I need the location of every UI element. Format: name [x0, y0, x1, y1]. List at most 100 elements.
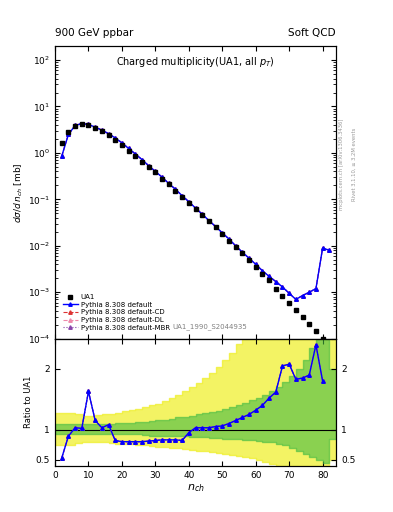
Line: Pythia 8.308 default-MBR: Pythia 8.308 default-MBR [60, 122, 331, 301]
UA1 [320, 336, 325, 342]
Pythia 8.308 default-MBR [173, 186, 178, 193]
Pythia 8.308 default-CD [314, 286, 318, 292]
Pythia 8.308 default-MBR [320, 245, 325, 251]
Pythia 8.308 default-MBR [73, 122, 77, 129]
UA1 [126, 148, 131, 154]
Pythia 8.308 default-CD [280, 284, 285, 290]
Pythia 8.308 default-CD [66, 132, 71, 138]
Pythia 8.308 default [93, 124, 97, 130]
Pythia 8.308 default-CD [180, 193, 184, 199]
Pythia 8.308 default-DL [126, 145, 131, 152]
Pythia 8.308 default-MBR [59, 153, 64, 159]
Pythia 8.308 default-CD [126, 145, 131, 152]
Pythia 8.308 default-CD [260, 268, 265, 274]
UA1 [173, 187, 178, 194]
Pythia 8.308 default-MBR [213, 223, 218, 229]
Pythia 8.308 default [287, 290, 292, 296]
UA1 [274, 286, 278, 292]
UA1 [233, 244, 238, 250]
Text: Soft QCD: Soft QCD [288, 28, 336, 38]
Pythia 8.308 default-DL [253, 261, 258, 267]
UA1 [160, 176, 164, 182]
Line: Pythia 8.308 default-DL: Pythia 8.308 default-DL [60, 122, 331, 301]
Pythia 8.308 default-CD [227, 236, 231, 242]
UA1 [166, 181, 171, 187]
Pythia 8.308 default-MBR [267, 273, 272, 280]
Pythia 8.308 default-DL [327, 247, 332, 253]
Pythia 8.308 default-CD [213, 223, 218, 229]
Pythia 8.308 default-MBR [160, 174, 164, 180]
UA1 [59, 140, 64, 146]
Pythia 8.308 default-MBR [280, 284, 285, 290]
Pythia 8.308 default-DL [294, 296, 298, 303]
Pythia 8.308 default-CD [119, 140, 124, 146]
Text: UA1_1990_S2044935: UA1_1990_S2044935 [172, 323, 247, 330]
UA1 [140, 159, 144, 165]
UA1 [247, 257, 252, 263]
Pythia 8.308 default-MBR [186, 199, 191, 205]
Pythia 8.308 default [99, 127, 104, 133]
Pythia 8.308 default [173, 186, 178, 193]
UA1 [153, 169, 158, 176]
Pythia 8.308 default-CD [160, 174, 164, 180]
Pythia 8.308 default-DL [240, 249, 245, 255]
Pythia 8.308 default-CD [300, 292, 305, 298]
Pythia 8.308 default-CD [173, 186, 178, 193]
Pythia 8.308 default-MBR [133, 151, 138, 157]
Pythia 8.308 default-DL [267, 273, 272, 280]
Pythia 8.308 default-DL [113, 135, 118, 141]
Pythia 8.308 default-DL [166, 180, 171, 186]
Pythia 8.308 default-CD [320, 245, 325, 251]
UA1 [193, 206, 198, 212]
Pythia 8.308 default [146, 163, 151, 169]
Pythia 8.308 default-DL [106, 131, 111, 137]
Pythia 8.308 default [180, 193, 184, 199]
Pythia 8.308 default-CD [267, 273, 272, 280]
Pythia 8.308 default-MBR [220, 230, 225, 236]
Pythia 8.308 default-MBR [119, 140, 124, 146]
Pythia 8.308 default-MBR [327, 247, 332, 253]
Pythia 8.308 default-MBR [287, 290, 292, 296]
Pythia 8.308 default [280, 284, 285, 290]
Pythia 8.308 default-CD [193, 205, 198, 211]
X-axis label: $n_{ch}$: $n_{ch}$ [187, 482, 204, 495]
Pythia 8.308 default-DL [133, 151, 138, 157]
UA1 [133, 153, 138, 159]
Pythia 8.308 default [294, 296, 298, 303]
Pythia 8.308 default-CD [113, 135, 118, 141]
Pythia 8.308 default-DL [160, 174, 164, 180]
Pythia 8.308 default-MBR [106, 131, 111, 137]
Pythia 8.308 default [106, 131, 111, 137]
UA1 [86, 122, 91, 128]
Pythia 8.308 default-CD [73, 122, 77, 129]
Line: Pythia 8.308 default: Pythia 8.308 default [60, 122, 331, 301]
Pythia 8.308 default-CD [307, 289, 312, 295]
UA1 [200, 212, 205, 218]
Pythia 8.308 default-CD [207, 218, 211, 224]
Pythia 8.308 default [126, 145, 131, 152]
Pythia 8.308 default [253, 261, 258, 267]
Pythia 8.308 default-DL [307, 289, 312, 295]
Pythia 8.308 default-CD [186, 199, 191, 205]
Pythia 8.308 default [113, 135, 118, 141]
Pythia 8.308 default-CD [287, 290, 292, 296]
Pythia 8.308 default [220, 230, 225, 236]
UA1 [227, 238, 231, 244]
Pythia 8.308 default-DL [73, 122, 77, 129]
Pythia 8.308 default-CD [79, 120, 84, 126]
UA1 [146, 164, 151, 170]
UA1 [300, 313, 305, 319]
UA1 [213, 224, 218, 230]
Pythia 8.308 default [320, 245, 325, 251]
Pythia 8.308 default-CD [86, 121, 91, 127]
Pythia 8.308 default [59, 153, 64, 159]
Pythia 8.308 default-MBR [166, 180, 171, 186]
Pythia 8.308 default-CD [93, 124, 97, 130]
Pythia 8.308 default-DL [227, 236, 231, 242]
Pythia 8.308 default-CD [274, 279, 278, 285]
Pythia 8.308 default-CD [59, 153, 64, 159]
Pythia 8.308 default-CD [166, 180, 171, 186]
Pythia 8.308 default-DL [59, 153, 64, 159]
Pythia 8.308 default [86, 121, 91, 127]
Pythia 8.308 default-DL [99, 127, 104, 133]
